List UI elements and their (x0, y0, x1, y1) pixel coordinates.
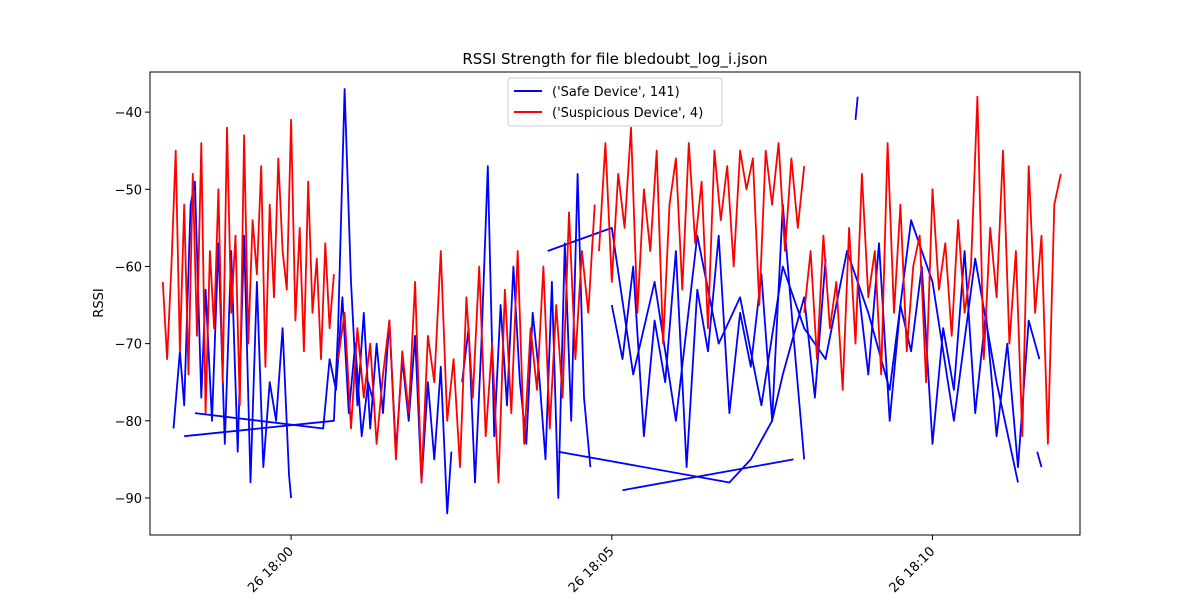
series-line-safe-device-141-11 (1036, 451, 1043, 468)
x-axis-ticks: 26 18:00 26 18:05 26 18:10 (245, 535, 938, 596)
y-tick-label: −60 (115, 260, 142, 275)
series-line-safe-device-141-8 (622, 458, 794, 492)
y-tick-label: −50 (115, 183, 142, 198)
series-line-safe-device-141-7 (610, 203, 827, 469)
series-line-suspicious-device-4-2 (337, 204, 596, 484)
legend: ('Safe Device', 141) ('Suspicious Device… (507, 77, 723, 127)
x-tick-label: 26 18:10 (887, 544, 939, 596)
legend-box (507, 77, 723, 127)
series-line-suspicious-device-4-1 (161, 118, 335, 415)
series-line-safe-device-141-4 (461, 165, 592, 499)
y-tick-label: −80 (115, 415, 142, 430)
x-tick-label: 26 18:00 (245, 544, 297, 596)
series-line-safe-device-141-3 (194, 296, 376, 438)
y-tick-label: −40 (115, 106, 142, 121)
y-axis-title: RSSI (92, 288, 107, 317)
series-line-suspicious-device-4-3 (598, 126, 806, 345)
series-line-suspicious-device-4-4 (803, 95, 1062, 445)
chart-title: RSSI Strength for file bledoubt_log_i.js… (462, 50, 767, 69)
plot-lines (161, 88, 1062, 515)
legend-label-safe-device: ('Safe Device', 141) (552, 85, 680, 100)
y-tick-label: −70 (115, 338, 142, 353)
plot-frame (149, 71, 1081, 536)
legend-label-suspicious-device: ('Suspicious Device', 4) (552, 106, 703, 121)
series-line-safe-device-141-10 (854, 96, 859, 120)
series-line-safe-device-141-9 (856, 242, 1041, 469)
y-axis-ticks: −90 −80 −70 −60 −50 −40 (115, 106, 150, 507)
x-tick-label: 26 18:05 (566, 544, 618, 596)
y-tick-label: −90 (115, 492, 142, 507)
